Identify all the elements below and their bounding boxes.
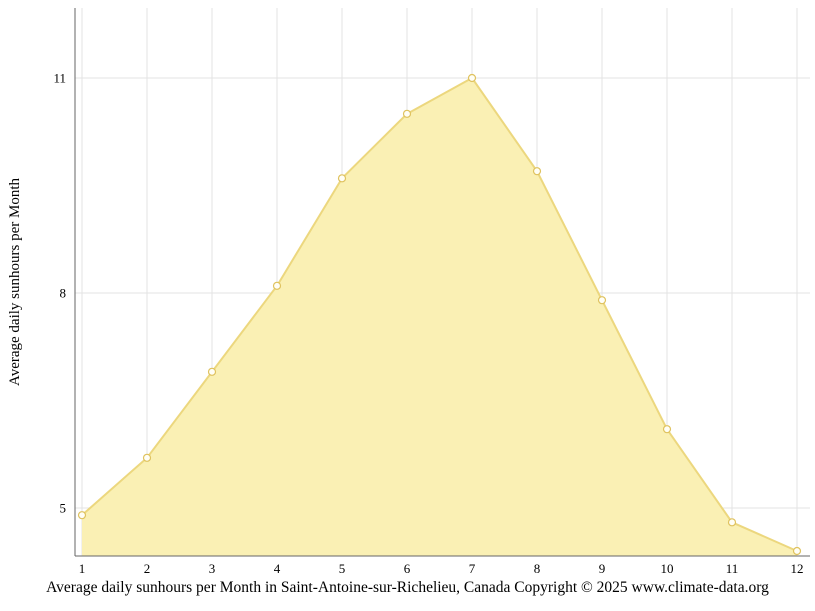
x-tick-label: 9 — [599, 561, 606, 575]
data-line — [81, 77, 798, 552]
y-tick-label: 5 — [60, 501, 67, 516]
data-point-marker — [662, 425, 672, 434]
data-point-marker — [597, 296, 607, 305]
x-tick-label: 12 — [791, 561, 804, 575]
x-tick-label: 1 — [79, 561, 86, 575]
area-fill — [82, 78, 797, 556]
data-point-marker — [77, 511, 87, 520]
data-point-marker — [272, 281, 282, 290]
y-tick-label: 11 — [53, 71, 66, 86]
axes — [74, 8, 810, 557]
data-point-marker — [142, 453, 152, 462]
x-tick-label: 2 — [144, 561, 151, 575]
x-tick-label: 5 — [339, 561, 346, 575]
data-point-marker — [337, 174, 347, 183]
data-point-marker — [727, 518, 737, 527]
data-point-marker — [467, 73, 477, 83]
sunhours-area-chart: 1 2 3 4 5 6 7 8 9 10 11 12 5 8 11 Average daily sunhou… — [7, 8, 810, 596]
x-tick-label: 3 — [209, 561, 216, 575]
x-tick-label: 7 — [469, 561, 476, 575]
x-tick-label: 8 — [534, 561, 541, 575]
x-tick-label: 4 — [274, 561, 281, 575]
y-axis-label: Average daily sunhours per Month — [7, 178, 23, 387]
area-series — [77, 73, 802, 556]
data-point-marker — [207, 367, 217, 376]
x-tick-label: 11 — [726, 561, 739, 575]
x-tick-label: 6 — [404, 561, 411, 575]
data-point-marker — [402, 109, 412, 118]
x-tick-label: 10 — [661, 561, 674, 575]
data-point-marker — [792, 546, 802, 556]
y-tick-label: 8 — [60, 286, 67, 301]
chart-title: Average daily sunhours per Month in Sain… — [46, 579, 769, 596]
data-point-marker — [532, 167, 542, 176]
